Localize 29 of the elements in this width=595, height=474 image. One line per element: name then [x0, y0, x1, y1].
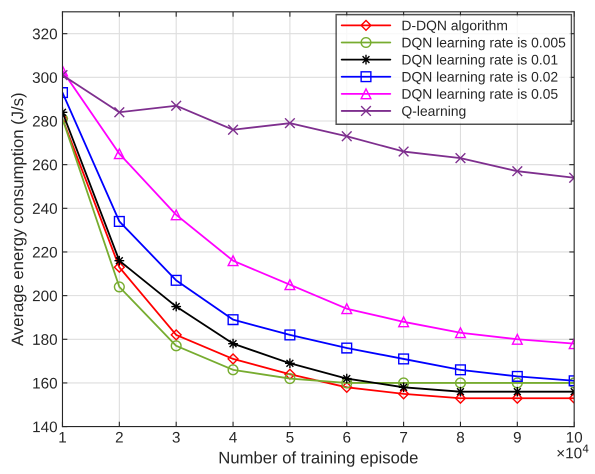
x-tick-label: 7: [400, 432, 408, 443]
legend-label: DQN learning rate is 0.01: [402, 54, 558, 68]
legend-label: DQN learning rate is 0.02: [402, 72, 558, 84]
y-tick-label: 220: [32, 246, 58, 258]
x-tick-label: 2: [116, 432, 123, 443]
x-tick-label: 9: [514, 432, 521, 443]
y-axis-title: Average energy consumption (J/s): [11, 93, 27, 346]
x-axis-title: Number of training episode: [220, 451, 418, 467]
legend-label: D-DQN algorithm: [402, 20, 507, 34]
y-tick-label: 180: [33, 334, 58, 345]
legend-label: DQN learning rate is 0.05: [402, 88, 558, 102]
y-tick-label: 320: [32, 28, 58, 40]
y-tick-label: 140: [33, 421, 58, 432]
x-tick-label: 4: [229, 432, 237, 443]
legend-label: DQN learning rate is 0.005: [402, 37, 566, 50]
y-tick-label: 300: [32, 72, 58, 84]
x-tick-label: 3: [172, 432, 180, 443]
x-tick-label: 1: [59, 432, 66, 443]
y-tick-label: 160: [33, 378, 58, 389]
x-tick-label: 8: [456, 432, 464, 443]
x-tick-label: 10: [566, 432, 582, 443]
text: ×10$^{4}$: [557, 444, 588, 458]
legend-label: Q-learning: [402, 106, 466, 119]
y-tick-label: 200: [32, 290, 58, 302]
x-tick-label: 5: [286, 432, 294, 443]
y-tick-label: 240: [32, 203, 58, 214]
y-tick-label: 260: [32, 160, 58, 170]
x-tick-label: 6: [343, 432, 350, 443]
y-tick-label: 280: [32, 116, 58, 127]
